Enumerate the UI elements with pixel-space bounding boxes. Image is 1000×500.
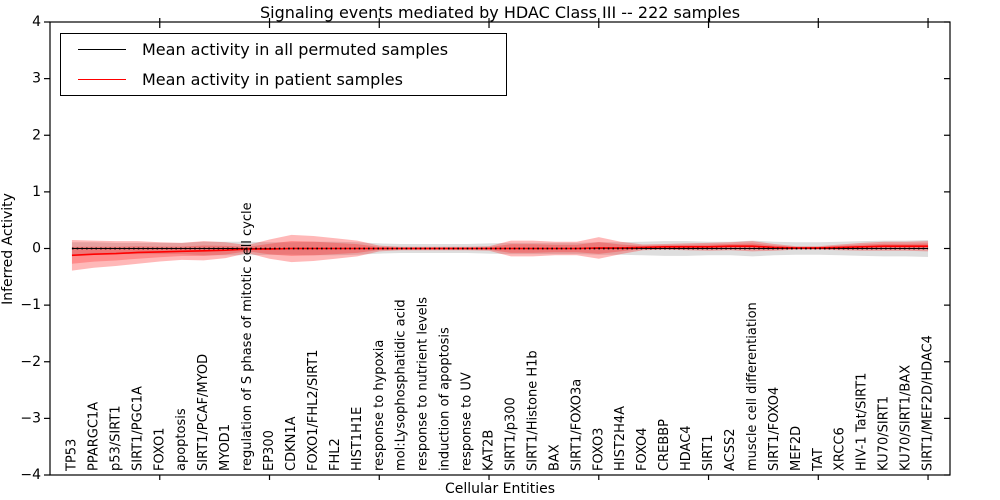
x-tick-label: SIRT1/FOXO4 xyxy=(767,387,782,471)
x-tick-label: TP53 xyxy=(64,439,79,472)
patient-band-outer xyxy=(71,234,929,271)
y-tick-label: 2 xyxy=(32,127,41,143)
y-tick-label: 1 xyxy=(32,184,41,200)
x-tick-label: SIRT1/MEF2D/HDAC4 xyxy=(921,335,936,471)
x-tick-label: response to UV xyxy=(460,372,475,471)
x-tick-label: regulation of S phase of mitotic cell cy… xyxy=(240,202,255,471)
patient-line-swatch xyxy=(78,79,126,81)
x-tick-label: XRCC6 xyxy=(833,427,848,471)
y-tick-label: −3 xyxy=(20,410,41,426)
y-tick-label: −4 xyxy=(20,467,41,483)
x-tick-label: induction of apoptosis xyxy=(438,327,453,471)
legend-label: Mean activity in patient samples xyxy=(142,70,403,90)
x-tick-label: FOXO4 xyxy=(635,428,650,471)
x-tick-label: SIRT1 xyxy=(701,435,716,471)
x-axis-label: Cellular Entities xyxy=(444,481,556,497)
x-tick-label: muscle cell differentiation xyxy=(745,302,760,471)
x-tick-label: HIST1H1E xyxy=(350,407,365,471)
legend-entry-permuted: Mean activity in all permuted samples xyxy=(61,35,506,63)
x-tick-label: FOXO1/FHL2/SIRT1 xyxy=(306,350,321,471)
chart-title: Signaling events mediated by HDAC Class … xyxy=(259,3,741,22)
y-tick-label: −2 xyxy=(20,354,41,370)
x-tick-label: ACSS2 xyxy=(723,428,738,471)
x-tick-label: MYOD1 xyxy=(218,424,233,471)
x-tick-label: response to hypoxia xyxy=(372,340,387,471)
x-tick-label: SIRT1/p300 xyxy=(503,397,518,471)
x-tick-label: p53/SIRT1 xyxy=(108,405,123,471)
x-tick-label: HIST2H4A xyxy=(613,406,628,471)
x-tick-label: mol:Lysophosphatidic acid xyxy=(394,299,409,471)
x-tick-label: FOXO1 xyxy=(152,428,167,471)
x-tick-label: MEF2D xyxy=(789,426,804,471)
x-tick-label: FOXO3 xyxy=(591,428,606,471)
x-tick-label: TAT xyxy=(811,448,826,472)
y-tick-label: 4 xyxy=(32,14,41,30)
x-tick-label: SIRT1/FOXO3a xyxy=(569,379,584,471)
x-tick-label: apoptosis xyxy=(174,408,189,471)
legend: Mean activity in all permuted samples Me… xyxy=(60,33,507,96)
x-tick-label: KU70/SIRT1/BAX xyxy=(899,365,914,471)
x-tick-label: PPARGC1A xyxy=(86,402,101,471)
x-tick-label: EP300 xyxy=(262,430,277,471)
x-tick-label: CDKN1A xyxy=(284,416,299,471)
y-tick-label: −1 xyxy=(20,297,41,313)
x-tick-label: SIRT1/PCAF/MYOD xyxy=(196,354,211,471)
x-tick-label: SIRT1/PGC1A xyxy=(130,386,145,471)
x-tick-label: HIV-1 Tat/SIRT1 xyxy=(855,373,870,471)
x-tick-label: KAT2B xyxy=(482,430,497,471)
x-tick-label: HDAC4 xyxy=(679,425,694,471)
x-tick-label: FHL2 xyxy=(328,438,343,471)
y-tick-label: 0 xyxy=(32,241,41,257)
x-tick-label: response to nutrient levels xyxy=(416,297,431,471)
x-tick-label: KU70/SIRT1 xyxy=(877,396,892,471)
permuted-line-swatch xyxy=(78,48,126,50)
y-tick-label: 3 xyxy=(32,71,41,87)
x-tick-label: CREBBP xyxy=(657,419,672,471)
legend-label: Mean activity in all permuted samples xyxy=(142,39,449,59)
x-tick-label: SIRT1/Histone H1b xyxy=(525,350,540,471)
x-tick-label: BAX xyxy=(547,444,562,471)
y-axis-label: Inferred Activity xyxy=(0,193,16,305)
legend-entry-patient: Mean activity in patient samples xyxy=(61,66,506,94)
